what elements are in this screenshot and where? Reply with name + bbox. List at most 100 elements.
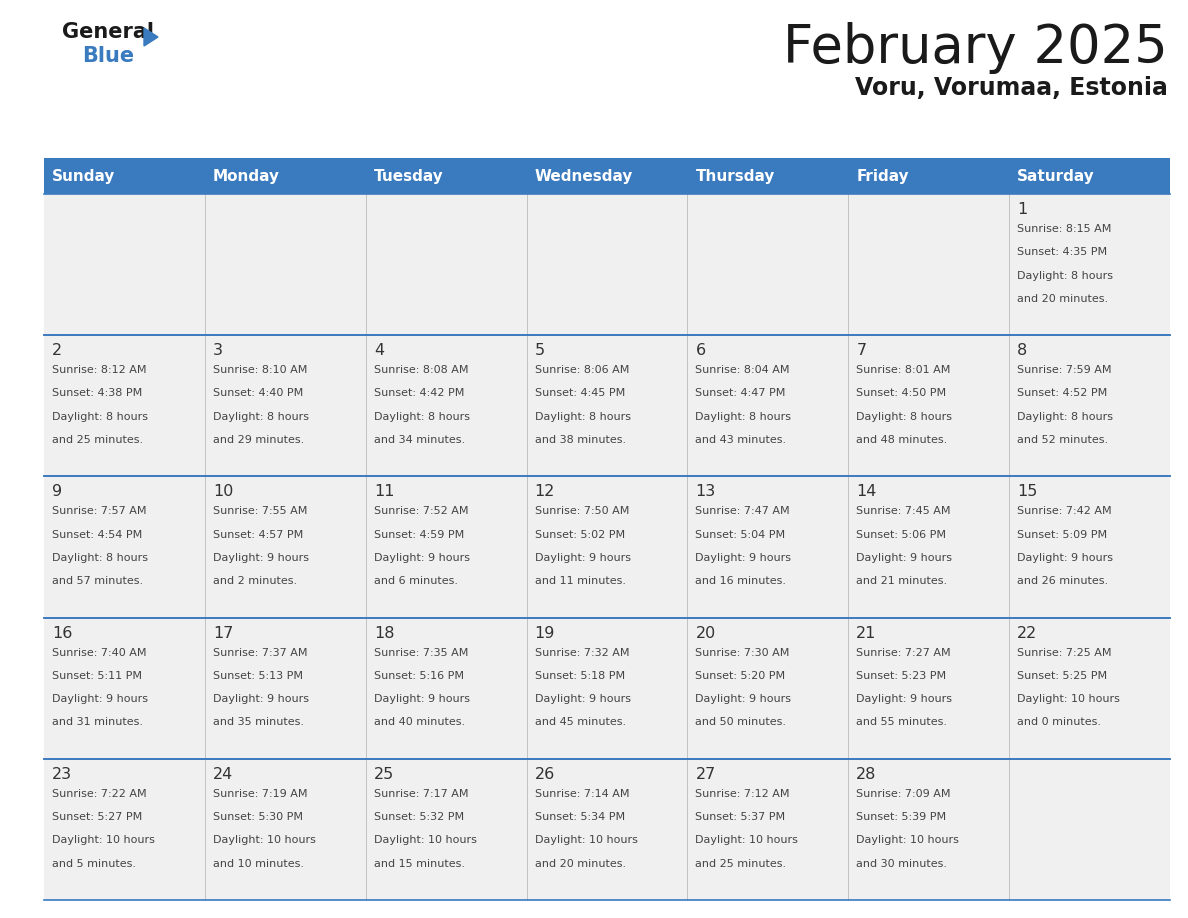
Text: Sunset: 5:18 PM: Sunset: 5:18 PM	[535, 671, 625, 681]
Text: Sunrise: 7:40 AM: Sunrise: 7:40 AM	[52, 647, 146, 657]
Bar	[44, 759, 204, 900]
Text: 1: 1	[1017, 202, 1028, 217]
Text: Sunrise: 7:12 AM: Sunrise: 7:12 AM	[695, 789, 790, 799]
Text: 22: 22	[1017, 625, 1037, 641]
Text: Sunset: 4:35 PM: Sunset: 4:35 PM	[1017, 247, 1107, 257]
Bar	[688, 618, 848, 759]
Text: 11: 11	[374, 485, 394, 499]
Bar	[688, 194, 848, 335]
Text: and 38 minutes.: and 38 minutes.	[535, 435, 626, 445]
Text: Daylight: 10 hours: Daylight: 10 hours	[695, 835, 798, 845]
Text: and 2 minutes.: and 2 minutes.	[213, 577, 297, 587]
Text: Daylight: 8 hours: Daylight: 8 hours	[535, 412, 631, 421]
Text: 26: 26	[535, 767, 555, 782]
Text: and 34 minutes.: and 34 minutes.	[374, 435, 465, 445]
Text: Sunrise: 7:09 AM: Sunrise: 7:09 AM	[857, 789, 950, 799]
Text: Sunrise: 7:32 AM: Sunrise: 7:32 AM	[535, 647, 630, 657]
Text: Daylight: 9 hours: Daylight: 9 hours	[695, 694, 791, 704]
Text: Daylight: 9 hours: Daylight: 9 hours	[695, 553, 791, 563]
Text: 25: 25	[374, 767, 394, 782]
Text: Sunrise: 7:50 AM: Sunrise: 7:50 AM	[535, 507, 628, 517]
Text: Daylight: 9 hours: Daylight: 9 hours	[213, 694, 309, 704]
Bar	[44, 158, 204, 194]
Text: Sunrise: 8:12 AM: Sunrise: 8:12 AM	[52, 365, 146, 375]
Text: Sunrise: 7:35 AM: Sunrise: 7:35 AM	[374, 647, 468, 657]
Text: and 10 minutes.: and 10 minutes.	[213, 858, 304, 868]
Text: 4: 4	[374, 343, 384, 358]
Bar	[848, 476, 1009, 618]
Text: Daylight: 9 hours: Daylight: 9 hours	[213, 553, 309, 563]
Text: and 35 minutes.: and 35 minutes.	[213, 718, 304, 727]
Text: Sunset: 5:34 PM: Sunset: 5:34 PM	[535, 812, 625, 823]
Text: Sunrise: 7:45 AM: Sunrise: 7:45 AM	[857, 507, 950, 517]
Text: and 25 minutes.: and 25 minutes.	[695, 858, 786, 868]
Text: 17: 17	[213, 625, 233, 641]
Text: and 43 minutes.: and 43 minutes.	[695, 435, 786, 445]
Text: Blue: Blue	[82, 46, 134, 66]
Text: and 11 minutes.: and 11 minutes.	[535, 577, 626, 587]
Text: Sunrise: 7:27 AM: Sunrise: 7:27 AM	[857, 647, 950, 657]
Bar	[688, 759, 848, 900]
Text: Sunrise: 8:08 AM: Sunrise: 8:08 AM	[374, 365, 468, 375]
Text: Sunset: 4:47 PM: Sunset: 4:47 PM	[695, 388, 785, 398]
Text: Sunrise: 8:01 AM: Sunrise: 8:01 AM	[857, 365, 950, 375]
Bar	[204, 335, 366, 476]
Text: Sunset: 5:09 PM: Sunset: 5:09 PM	[1017, 530, 1107, 540]
Text: Sunrise: 8:15 AM: Sunrise: 8:15 AM	[1017, 224, 1112, 234]
Text: and 21 minutes.: and 21 minutes.	[857, 577, 948, 587]
Bar	[366, 759, 526, 900]
Text: and 26 minutes.: and 26 minutes.	[1017, 577, 1108, 587]
Bar	[366, 335, 526, 476]
Text: and 48 minutes.: and 48 minutes.	[857, 435, 948, 445]
Bar	[1009, 194, 1170, 335]
Text: Sunset: 5:13 PM: Sunset: 5:13 PM	[213, 671, 303, 681]
Text: Daylight: 10 hours: Daylight: 10 hours	[857, 835, 959, 845]
Bar	[366, 158, 526, 194]
Bar	[204, 476, 366, 618]
Text: and 20 minutes.: and 20 minutes.	[1017, 294, 1108, 304]
Text: Sunset: 5:11 PM: Sunset: 5:11 PM	[52, 671, 143, 681]
Text: and 25 minutes.: and 25 minutes.	[52, 435, 144, 445]
Bar	[44, 618, 204, 759]
Text: and 6 minutes.: and 6 minutes.	[374, 577, 457, 587]
Text: Sunset: 4:50 PM: Sunset: 4:50 PM	[857, 388, 947, 398]
Text: Sunset: 5:20 PM: Sunset: 5:20 PM	[695, 671, 785, 681]
Text: Sunset: 5:37 PM: Sunset: 5:37 PM	[695, 812, 785, 823]
Bar	[526, 476, 688, 618]
Bar	[526, 335, 688, 476]
Bar	[1009, 759, 1170, 900]
Text: Monday: Monday	[213, 169, 280, 184]
Text: and 0 minutes.: and 0 minutes.	[1017, 718, 1101, 727]
Text: and 15 minutes.: and 15 minutes.	[374, 858, 465, 868]
Text: Sunrise: 7:30 AM: Sunrise: 7:30 AM	[695, 647, 790, 657]
Bar	[526, 759, 688, 900]
Text: Friday: Friday	[857, 169, 909, 184]
Text: Daylight: 8 hours: Daylight: 8 hours	[857, 412, 953, 421]
Text: Sunset: 5:27 PM: Sunset: 5:27 PM	[52, 812, 143, 823]
Text: and 45 minutes.: and 45 minutes.	[535, 718, 626, 727]
Bar	[1009, 335, 1170, 476]
Text: Sunset: 5:32 PM: Sunset: 5:32 PM	[374, 812, 463, 823]
Text: Daylight: 9 hours: Daylight: 9 hours	[374, 553, 469, 563]
Text: Sunset: 4:59 PM: Sunset: 4:59 PM	[374, 530, 465, 540]
Text: Daylight: 8 hours: Daylight: 8 hours	[695, 412, 791, 421]
Text: and 5 minutes.: and 5 minutes.	[52, 858, 137, 868]
Bar	[366, 476, 526, 618]
Text: Daylight: 10 hours: Daylight: 10 hours	[374, 835, 476, 845]
Text: Sunrise: 8:04 AM: Sunrise: 8:04 AM	[695, 365, 790, 375]
Text: Sunset: 5:04 PM: Sunset: 5:04 PM	[695, 530, 785, 540]
Bar	[848, 194, 1009, 335]
Text: Daylight: 10 hours: Daylight: 10 hours	[213, 835, 316, 845]
Text: Daylight: 9 hours: Daylight: 9 hours	[535, 694, 631, 704]
Text: Sunrise: 7:59 AM: Sunrise: 7:59 AM	[1017, 365, 1112, 375]
Text: 9: 9	[52, 485, 62, 499]
Bar	[526, 618, 688, 759]
Bar	[366, 194, 526, 335]
Text: February 2025: February 2025	[783, 22, 1168, 74]
Text: Sunset: 4:52 PM: Sunset: 4:52 PM	[1017, 388, 1107, 398]
Text: Voru, Vorumaa, Estonia: Voru, Vorumaa, Estonia	[855, 76, 1168, 100]
Text: 3: 3	[213, 343, 223, 358]
Bar	[688, 158, 848, 194]
Text: Sunset: 5:23 PM: Sunset: 5:23 PM	[857, 671, 947, 681]
Text: Thursday: Thursday	[695, 169, 775, 184]
